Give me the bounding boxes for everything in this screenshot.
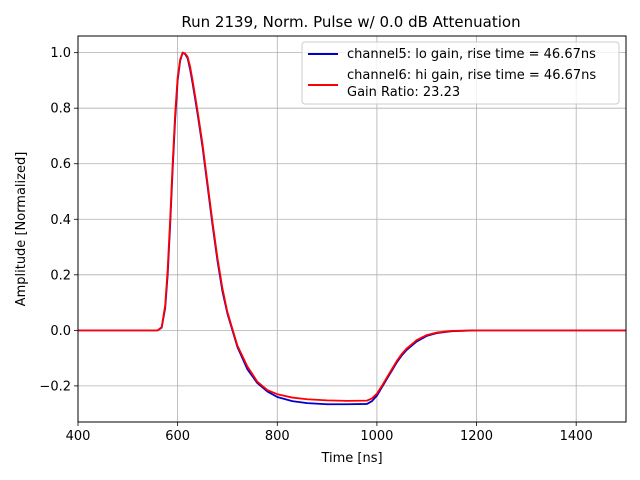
- y-tick-label: 0.4: [50, 213, 71, 228]
- x-tick-label: 800: [265, 429, 290, 444]
- x-tick-label: 400: [66, 429, 91, 444]
- legend-gain-ratio: Gain Ratio: 23.23: [347, 85, 460, 100]
- series-line-channel5: [78, 51, 626, 406]
- legend: channel5: lo gain, rise time = 46.67ns c…: [301, 41, 620, 105]
- y-tick-label: 0.6: [50, 157, 71, 172]
- x-axis-label: Time [ns]: [320, 451, 382, 466]
- x-tick-label: 1200: [460, 429, 493, 444]
- legend-box: [301, 41, 620, 105]
- legend-label-channel5: channel5: lo gain, rise time = 46.67ns: [347, 47, 596, 62]
- y-tick-label: 0.0: [50, 324, 71, 339]
- series-line-channel6: [78, 51, 626, 402]
- y-tick-label: −0.2: [39, 379, 71, 394]
- y-tick-label: 0.8: [50, 102, 71, 117]
- y-axis-label: Amplitude [Normalized]: [14, 152, 29, 307]
- y-tick-label: 1.0: [50, 46, 71, 61]
- chart-title: Run 2139, Norm. Pulse w/ 0.0 dB Attenuat…: [181, 13, 520, 31]
- y-tick-label: 0.2: [50, 268, 71, 283]
- x-tick-label: 1400: [560, 429, 593, 444]
- x-tick-label: 1000: [360, 429, 393, 444]
- legend-label-channel6: channel6: hi gain, rise time = 46.67ns: [347, 68, 596, 83]
- ticks: 400 600 800 1000 1200 1400 −0.2 0.0 0.2 0.4 0.6 0.8…: [39, 46, 592, 444]
- x-tick-label: 600: [165, 429, 190, 444]
- plot-frame: [77, 35, 627, 423]
- series-layer: [78, 51, 626, 406]
